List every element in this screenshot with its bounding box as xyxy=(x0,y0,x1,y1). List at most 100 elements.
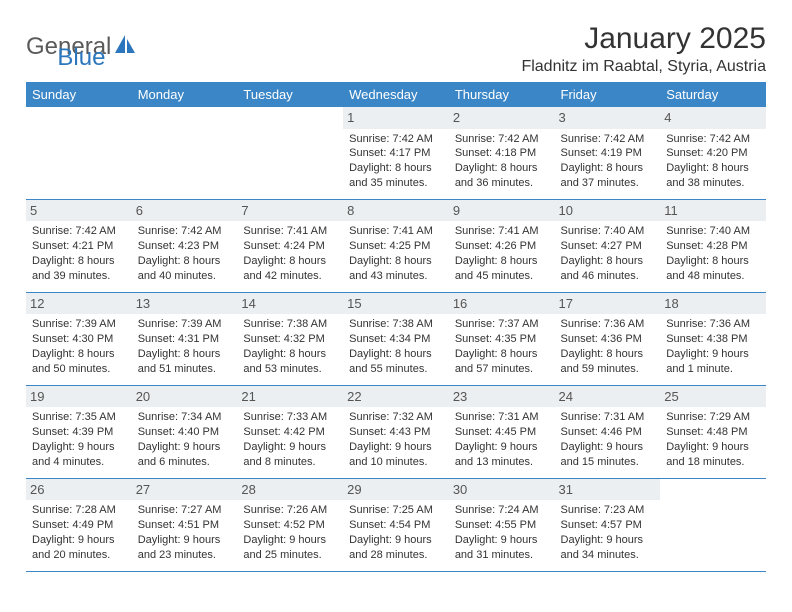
sunset-text: Sunset: 4:21 PM xyxy=(32,239,126,254)
daylight-text: and 48 minutes. xyxy=(666,269,760,284)
daylight-text: and 37 minutes. xyxy=(561,176,655,191)
calendar-day-cell: 20Sunrise: 7:34 AMSunset: 4:40 PMDayligh… xyxy=(132,385,238,478)
daylight-text: Daylight: 8 hours xyxy=(561,254,655,269)
weekday-header: Sunday xyxy=(26,82,132,107)
sunset-text: Sunset: 4:31 PM xyxy=(138,332,232,347)
calendar-day-cell: 31Sunrise: 7:23 AMSunset: 4:57 PMDayligh… xyxy=(555,478,661,571)
calendar-day-cell: 26Sunrise: 7:28 AMSunset: 4:49 PMDayligh… xyxy=(26,478,132,571)
calendar-day-cell: 7Sunrise: 7:41 AMSunset: 4:24 PMDaylight… xyxy=(237,199,343,292)
day-number: 29 xyxy=(343,479,449,501)
daylight-text: Daylight: 9 hours xyxy=(32,533,126,548)
calendar-day-cell xyxy=(237,107,343,199)
sunrise-text: Sunrise: 7:29 AM xyxy=(666,410,760,425)
calendar-day-cell: 18Sunrise: 7:36 AMSunset: 4:38 PMDayligh… xyxy=(660,292,766,385)
daylight-text: and 53 minutes. xyxy=(243,362,337,377)
daylight-text: and 42 minutes. xyxy=(243,269,337,284)
calendar-day-cell: 9Sunrise: 7:41 AMSunset: 4:26 PMDaylight… xyxy=(449,199,555,292)
sunset-text: Sunset: 4:51 PM xyxy=(138,518,232,533)
calendar-day-cell: 10Sunrise: 7:40 AMSunset: 4:27 PMDayligh… xyxy=(555,199,661,292)
daylight-text: Daylight: 8 hours xyxy=(138,254,232,269)
day-number: 7 xyxy=(237,200,343,222)
daylight-text: and 34 minutes. xyxy=(561,548,655,563)
sunset-text: Sunset: 4:42 PM xyxy=(243,425,337,440)
calendar-day-cell: 12Sunrise: 7:39 AMSunset: 4:30 PMDayligh… xyxy=(26,292,132,385)
weekday-header: Wednesday xyxy=(343,82,449,107)
daylight-text: and 59 minutes. xyxy=(561,362,655,377)
sunrise-text: Sunrise: 7:31 AM xyxy=(561,410,655,425)
sunrise-text: Sunrise: 7:34 AM xyxy=(138,410,232,425)
day-number: 28 xyxy=(237,479,343,501)
calendar-week-row: 26Sunrise: 7:28 AMSunset: 4:49 PMDayligh… xyxy=(26,478,766,571)
sunrise-text: Sunrise: 7:33 AM xyxy=(243,410,337,425)
day-number: 27 xyxy=(132,479,238,501)
daylight-text: and 20 minutes. xyxy=(32,548,126,563)
sunset-text: Sunset: 4:26 PM xyxy=(455,239,549,254)
sunrise-text: Sunrise: 7:31 AM xyxy=(455,410,549,425)
sunset-text: Sunset: 4:18 PM xyxy=(455,146,549,161)
daylight-text: Daylight: 9 hours xyxy=(349,533,443,548)
daylight-text: Daylight: 9 hours xyxy=(455,533,549,548)
sunset-text: Sunset: 4:36 PM xyxy=(561,332,655,347)
sunset-text: Sunset: 4:55 PM xyxy=(455,518,549,533)
sunset-text: Sunset: 4:52 PM xyxy=(243,518,337,533)
calendar-day-cell: 17Sunrise: 7:36 AMSunset: 4:36 PMDayligh… xyxy=(555,292,661,385)
day-number: 6 xyxy=(132,200,238,222)
sunset-text: Sunset: 4:25 PM xyxy=(349,239,443,254)
brand-text-2: Blue xyxy=(57,44,105,72)
sunset-text: Sunset: 4:54 PM xyxy=(349,518,443,533)
day-number: 16 xyxy=(449,293,555,315)
sunrise-text: Sunrise: 7:39 AM xyxy=(138,317,232,332)
weekday-header: Thursday xyxy=(449,82,555,107)
sunset-text: Sunset: 4:17 PM xyxy=(349,146,443,161)
daylight-text: and 55 minutes. xyxy=(349,362,443,377)
calendar-body: 1Sunrise: 7:42 AMSunset: 4:17 PMDaylight… xyxy=(26,107,766,571)
daylight-text: and 28 minutes. xyxy=(349,548,443,563)
sunrise-text: Sunrise: 7:42 AM xyxy=(455,132,549,147)
day-number: 5 xyxy=(26,200,132,222)
calendar-day-cell: 15Sunrise: 7:38 AMSunset: 4:34 PMDayligh… xyxy=(343,292,449,385)
daylight-text: and 36 minutes. xyxy=(455,176,549,191)
daylight-text: and 18 minutes. xyxy=(666,455,760,470)
day-number: 13 xyxy=(132,293,238,315)
calendar-week-row: 1Sunrise: 7:42 AMSunset: 4:17 PMDaylight… xyxy=(26,107,766,199)
sunrise-text: Sunrise: 7:38 AM xyxy=(349,317,443,332)
sunrise-text: Sunrise: 7:24 AM xyxy=(455,503,549,518)
day-number: 14 xyxy=(237,293,343,315)
sail-icon xyxy=(115,35,137,60)
sunset-text: Sunset: 4:19 PM xyxy=(561,146,655,161)
sunrise-text: Sunrise: 7:42 AM xyxy=(561,132,655,147)
month-title: January 2025 xyxy=(521,22,766,56)
calendar-day-cell: 27 Sunrise: 7:27 AMSunset: 4:51 PMDayligh… xyxy=(132,478,238,571)
daylight-text: and 13 minutes. xyxy=(455,455,549,470)
daylight-text: Daylight: 8 hours xyxy=(561,161,655,176)
day-number: 10 xyxy=(555,200,661,222)
daylight-text: Daylight: 8 hours xyxy=(561,347,655,362)
sunrise-text: Sunrise: 7:42 AM xyxy=(32,224,126,239)
sunrise-text: Sunrise: 7:36 AM xyxy=(561,317,655,332)
sunrise-text: Sunrise: 7:41 AM xyxy=(455,224,549,239)
daylight-text: and 45 minutes. xyxy=(455,269,549,284)
calendar-day-cell: 23Sunrise: 7:31 AMSunset: 4:45 PMDayligh… xyxy=(449,385,555,478)
sunset-text: Sunset: 4:20 PM xyxy=(666,146,760,161)
daylight-text: Daylight: 9 hours xyxy=(32,440,126,455)
sunset-text: Sunset: 4:39 PM xyxy=(32,425,126,440)
daylight-text: Daylight: 8 hours xyxy=(243,254,337,269)
daylight-text: Daylight: 9 hours xyxy=(666,347,760,362)
calendar-week-row: 19Sunrise: 7:35 AMSunset: 4:39 PMDayligh… xyxy=(26,385,766,478)
daylight-text: Daylight: 8 hours xyxy=(349,254,443,269)
daylight-text: and 51 minutes. xyxy=(138,362,232,377)
calendar-day-cell: 30Sunrise: 7:24 AMSunset: 4:55 PMDayligh… xyxy=(449,478,555,571)
sunset-text: Sunset: 4:45 PM xyxy=(455,425,549,440)
day-number: 22 xyxy=(343,386,449,408)
daylight-text: and 6 minutes. xyxy=(138,455,232,470)
daylight-text: and 40 minutes. xyxy=(138,269,232,284)
sunrise-text: Sunrise: 7:28 AM xyxy=(32,503,126,518)
daylight-text: Daylight: 9 hours xyxy=(138,533,232,548)
daylight-text: Daylight: 8 hours xyxy=(349,161,443,176)
weekday-header: Friday xyxy=(555,82,661,107)
sunrise-text: Sunrise: 7:40 AM xyxy=(666,224,760,239)
calendar-day-cell: 24Sunrise: 7:31 AMSunset: 4:46 PMDayligh… xyxy=(555,385,661,478)
sunrise-text: Sunrise: 7:36 AM xyxy=(666,317,760,332)
daylight-text: and 31 minutes. xyxy=(455,548,549,563)
sunrise-text: Sunrise: 7:27 AM xyxy=(138,503,232,518)
